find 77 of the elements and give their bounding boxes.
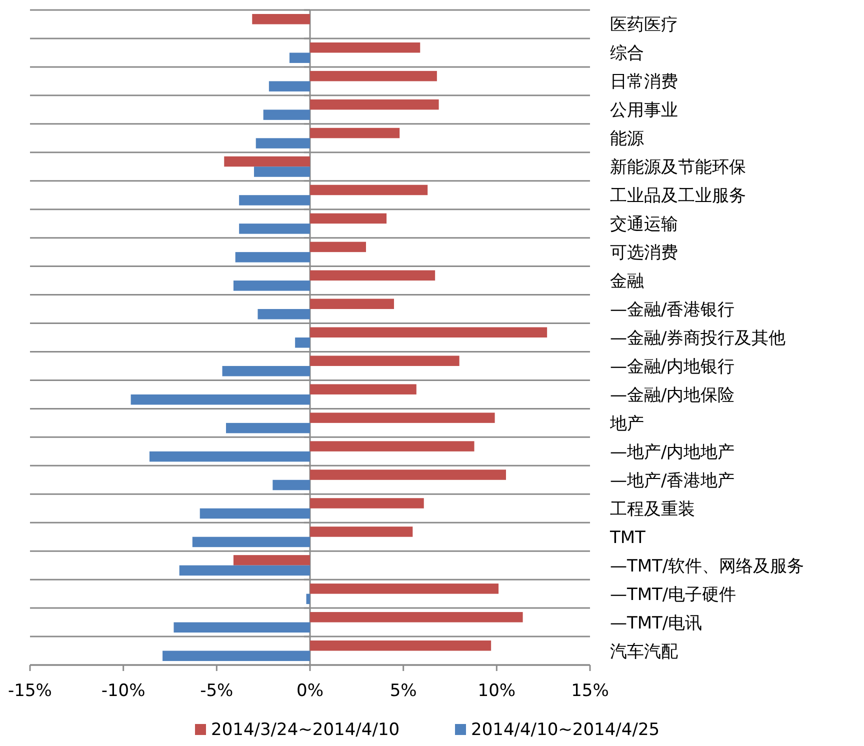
bar <box>310 441 474 452</box>
x-tick-label: 0% <box>296 681 324 701</box>
bar <box>233 280 310 291</box>
bar <box>310 242 366 252</box>
x-tick-label: 5% <box>390 681 417 701</box>
y-tick-label: 新能源及节能环保 <box>610 158 746 178</box>
y-tick-label: —TMT/软件、网络及服务 <box>610 556 804 576</box>
bar <box>174 622 310 633</box>
bar <box>239 195 310 206</box>
bar <box>235 252 310 262</box>
y-tick-label: 医药医疗 <box>610 15 678 36</box>
bar <box>289 52 310 63</box>
bar <box>222 366 310 376</box>
y-tick-label: —金融/券商投行及其他 <box>610 328 786 348</box>
y-tick-label: 能源 <box>610 129 644 150</box>
bar <box>239 224 310 234</box>
y-tick-label: 地产 <box>609 414 644 434</box>
bar <box>310 298 394 310</box>
bar <box>310 213 387 224</box>
bar <box>310 327 548 338</box>
bar <box>295 338 310 348</box>
bar <box>258 309 310 320</box>
bar <box>200 508 310 519</box>
x-tick-label: 10% <box>478 681 516 701</box>
bar <box>306 594 310 604</box>
bar <box>310 384 416 394</box>
y-tick-label: —地产/香港地产 <box>610 470 735 491</box>
x-tick-label: -5% <box>200 681 234 701</box>
bar <box>310 270 436 281</box>
y-tick-label: —地产/内地地产 <box>610 442 735 462</box>
bar <box>256 138 310 148</box>
bar <box>268 81 310 92</box>
legend-label: 2014/3/24~2014/4/10 <box>211 720 400 740</box>
bar <box>310 470 506 480</box>
bar <box>272 480 310 490</box>
bar <box>224 156 310 167</box>
y-tick-label: 金融 <box>610 272 644 292</box>
y-tick-label: 工业品及工业服务 <box>610 186 746 206</box>
bar <box>310 99 439 110</box>
y-tick-label: 日常消费 <box>610 72 678 92</box>
bar <box>130 394 310 405</box>
y-tick-label: —金融/内地保险 <box>610 385 735 406</box>
bar <box>310 184 428 196</box>
y-tick-label: TMT <box>609 528 646 548</box>
bar <box>254 166 310 177</box>
bar <box>226 422 310 434</box>
bar <box>192 536 310 548</box>
bar <box>252 14 310 24</box>
bar <box>310 70 437 82</box>
bar <box>310 498 424 508</box>
y-tick-label: 交通运输 <box>610 214 678 235</box>
y-tick-label: —金融/香港银行 <box>610 300 735 320</box>
y-tick-label: —金融/内地银行 <box>610 356 735 377</box>
y-tick-label: 可选消费 <box>610 243 678 264</box>
bar <box>310 128 400 138</box>
legend-label: 2014/4/10~2014/4/25 <box>471 720 660 740</box>
bar <box>310 356 460 366</box>
y-tick-label: —TMT/电子硬件 <box>610 584 736 605</box>
x-tick-label: -10% <box>101 681 146 701</box>
bar <box>179 565 310 576</box>
y-tick-label: 综合 <box>610 44 644 64</box>
bar <box>310 412 495 423</box>
y-tick-label: 公用事业 <box>610 100 678 121</box>
y-tick-label: 工程及重装 <box>610 499 695 520</box>
bar <box>310 526 413 537</box>
x-tick-label: 15% <box>571 681 609 701</box>
bar <box>310 640 492 651</box>
y-tick-label: 汽车汽配 <box>610 642 678 662</box>
bar <box>263 110 310 120</box>
bar <box>233 555 310 566</box>
y-tick-label: —TMT/电讯 <box>610 613 702 634</box>
bar <box>310 612 523 622</box>
bar <box>162 650 310 662</box>
bar <box>310 584 499 594</box>
bar <box>149 451 310 462</box>
x-tick-label: -15% <box>8 681 52 701</box>
bar <box>310 42 420 53</box>
